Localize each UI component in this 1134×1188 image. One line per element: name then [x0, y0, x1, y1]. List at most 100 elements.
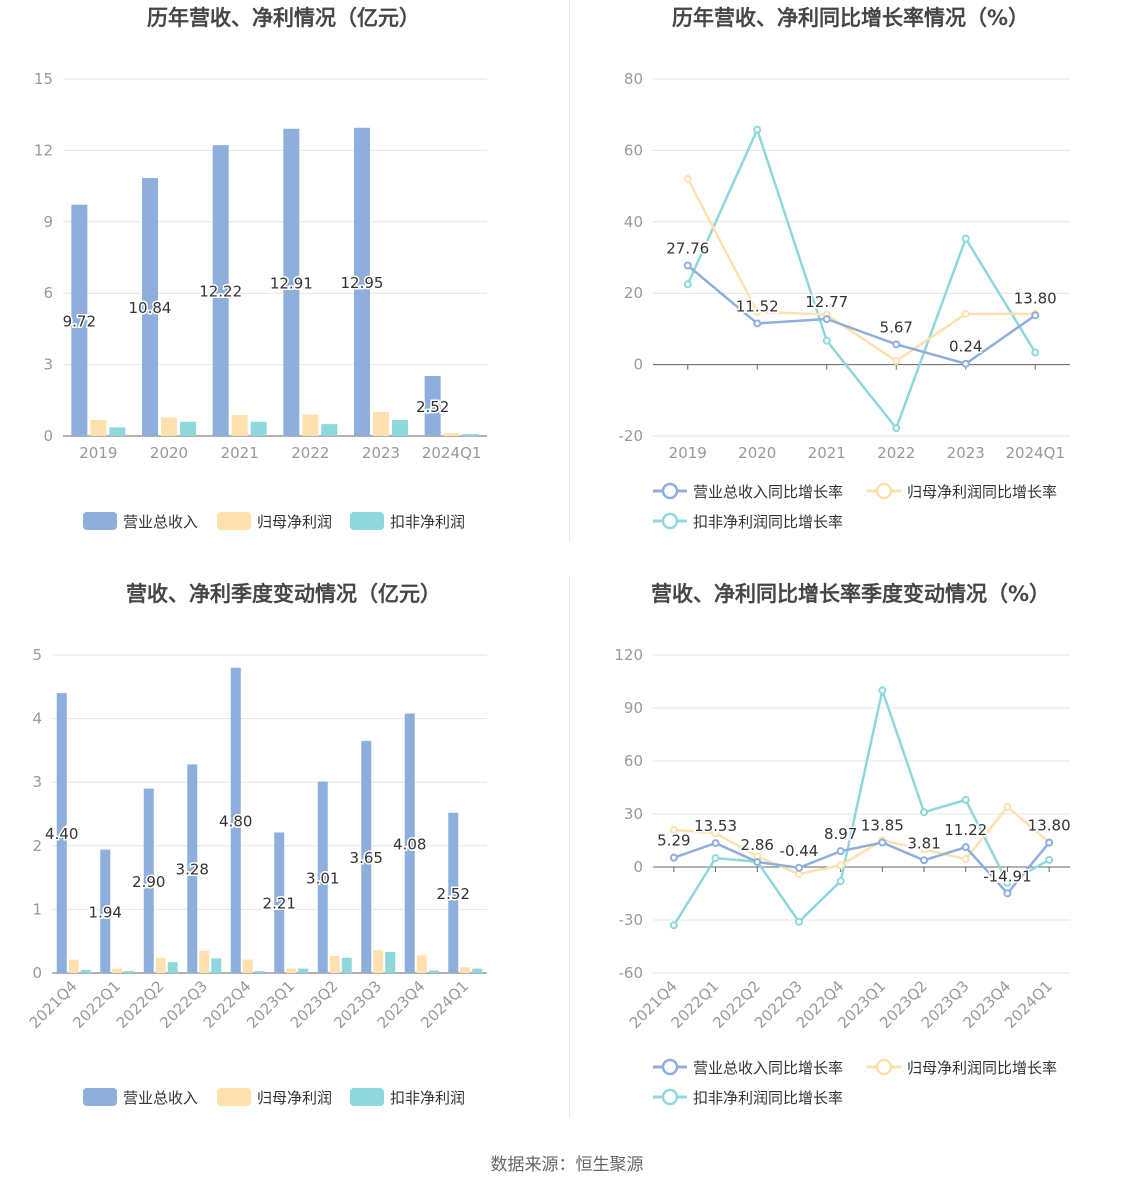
y-tick-label: -60 [619, 964, 644, 982]
x-tick-label: 2022Q4 [200, 977, 255, 1032]
chart-svg: -60-3003060901202021Q42022Q12022Q22022Q3… [614, 646, 1072, 1107]
data-point-2 [920, 845, 929, 854]
legend-swatch-marker [875, 1058, 893, 1076]
y-tick-label: 60 [624, 752, 643, 770]
data-point-3 [961, 795, 970, 804]
quarterly-growth-rate-panel: 营收、净利同比增长率季度变动情况（%） -60 -30 0 30 60 90 120 2021… [567, 576, 1134, 1151]
legend-label: 归母净利润 [257, 513, 332, 531]
data-label: 10.84 [129, 299, 172, 317]
x-tick-label: 2019 [669, 444, 707, 462]
y-tick-label: 5 [32, 646, 42, 664]
bar-2 [373, 411, 389, 436]
legend-swatch-marker [661, 1058, 679, 1076]
bar-3 [428, 970, 439, 973]
data-point-1 [878, 838, 887, 847]
chart-svg: 0 3 6 9 12 15 2019 2020 2021 2022 2023 2024Q1 9.72 10… [34, 70, 487, 531]
data-point-3 [1045, 855, 1054, 864]
bar-3 [462, 434, 479, 436]
data-point-2 [1003, 802, 1012, 811]
bar-1 [71, 204, 88, 436]
y-tick-label: 120 [614, 646, 643, 664]
legend-swatch [83, 1088, 117, 1106]
x-tick-label: 2022Q2 [113, 977, 168, 1032]
legend-swatch [83, 512, 117, 530]
x-tick-label: 2022 [877, 444, 915, 462]
y-tick-label: 80 [624, 70, 643, 88]
bar-2 [302, 414, 319, 436]
data-point-1 [683, 261, 692, 270]
data-point-3 [920, 808, 929, 817]
panel-divider [569, 576, 570, 1118]
x-tick-label: 2023 [362, 444, 400, 462]
bar-3 [385, 952, 396, 973]
bar-3 [180, 421, 196, 436]
data-point-3 [878, 686, 887, 695]
series-line-2 [673, 805, 1050, 876]
data-label: 3.28 [176, 861, 209, 879]
x-tick-label: 2020 [150, 444, 188, 462]
bar-1 [230, 667, 241, 973]
x-tick-label: 2024Q1 [417, 977, 472, 1032]
legend-swatch [217, 512, 251, 530]
data-label: 11.52 [736, 297, 779, 315]
x-tick-label: 2021Q4 [26, 977, 81, 1032]
bar-3 [298, 968, 309, 973]
x-tick-label: 2019 [79, 444, 117, 462]
y-tick-label: 0 [633, 858, 643, 876]
data-label: 5.67 [880, 318, 913, 336]
y-tick-label: 1 [32, 900, 42, 918]
bar-3 [109, 427, 126, 436]
data-label: 3.01 [306, 869, 339, 887]
data-point-3 [1003, 878, 1012, 887]
data-point-3 [961, 234, 970, 243]
series-line-1 [686, 264, 1036, 366]
bar-3 [321, 424, 338, 436]
data-point-1 [920, 856, 929, 865]
data-point-2 [836, 861, 845, 870]
legend-label: 营业总收入 [123, 513, 198, 531]
y-tick-label: 40 [624, 213, 643, 231]
x-tick-label: 2021 [808, 444, 846, 462]
data-label: 12.91 [270, 274, 313, 292]
data-label: 13.80 [1014, 289, 1057, 307]
data-label: 9.72 [63, 312, 96, 330]
bar-2 [329, 955, 340, 973]
bar-1 [424, 376, 441, 436]
bar-2 [286, 968, 297, 973]
data-label: 4.80 [219, 812, 252, 830]
data-label: 8.97 [824, 825, 857, 843]
data-point-1 [753, 857, 762, 866]
y-tick-label: 90 [624, 699, 643, 717]
data-label: 3.65 [350, 849, 383, 867]
annual-revenue-profit-panel: 历年营收、净利情况（亿元） 0 3 6 9 12 15 2019 2020 2021 2022 20… [0, 0, 567, 575]
data-point-3 [683, 280, 692, 289]
data-point-2 [753, 307, 762, 316]
bar-3 [211, 958, 222, 973]
legend-swatch-marker [661, 482, 679, 500]
bar-2 [416, 955, 427, 973]
series-line-2 [686, 178, 1036, 363]
x-tick-label: 2023Q4 [374, 977, 429, 1032]
bar-2 [68, 959, 79, 973]
y-tick-label: 15 [34, 70, 53, 88]
data-point-3 [1031, 348, 1040, 357]
y-tick-label: 0 [633, 356, 643, 374]
data-label: 12.22 [199, 283, 242, 301]
chart-svg: 0123452021Q42022Q12022Q22022Q32022Q42023… [26, 646, 487, 1107]
data-point-1 [1045, 838, 1054, 847]
annual-growth-rate-panel: 历年营收、净利同比增长率情况（%） -20 0 20 40 60 80 2019 2020 20… [567, 0, 1134, 575]
x-tick-label: 2021 [221, 444, 259, 462]
bar-2 [231, 415, 248, 436]
legend-swatch [217, 1088, 251, 1106]
data-label: 12.95 [341, 274, 384, 292]
data-label: -0.44 [780, 842, 819, 860]
data-point-2 [892, 357, 901, 366]
legend-label: 归母净利润同比增长率 [907, 483, 1057, 501]
bar-1 [274, 832, 285, 973]
series-line-3 [672, 685, 1050, 926]
y-tick-label: -20 [619, 427, 644, 445]
data-label: 11.22 [944, 821, 987, 839]
bar-1 [317, 781, 328, 973]
bar-2 [373, 950, 384, 973]
bar-2 [155, 957, 166, 973]
